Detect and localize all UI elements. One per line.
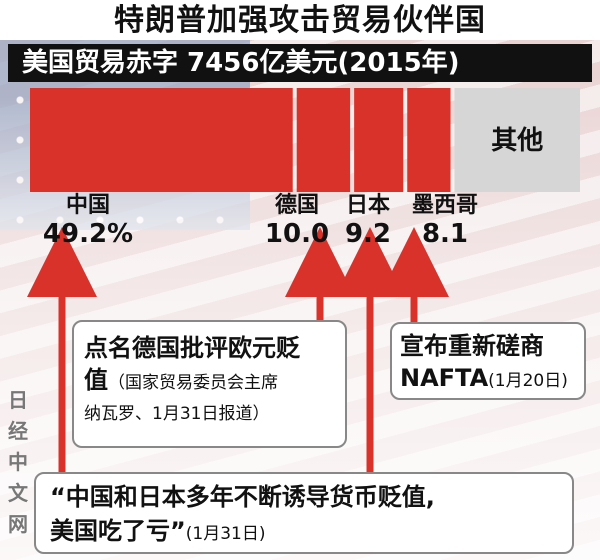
page-title: 特朗普加强攻击贸易伙伴国 [114, 3, 486, 38]
bar-segment-other [454, 88, 580, 192]
label-mexico: 墨西哥 8.1 [400, 193, 490, 249]
china-japan-annotation-line1: “中国和日本多年不断诱导货币贬值, [50, 483, 435, 511]
label-china: 中国 49.2% [38, 193, 138, 249]
value-label-germany: 10.0 [264, 219, 330, 249]
mexico-annotation-line2: NAFTA(1月20日) [400, 362, 576, 397]
category-name-mexico: 墨西哥 [411, 193, 478, 218]
germany-annotation-line1: 点名德国批评欧元贬 [84, 334, 300, 362]
watermark-char: 日 [8, 388, 28, 412]
category-name-germany: 德国 [274, 193, 319, 218]
bar-segment-china [30, 88, 293, 192]
category-name-japan: 日本 [345, 193, 390, 218]
mexico-annotation-line1: 宣布重新磋商 [400, 332, 544, 360]
watermark-char: 文 [8, 481, 28, 505]
value-label-japan: 9.2 [344, 219, 392, 249]
watermark-char: 中 [8, 450, 28, 474]
label-japan: 日本 9.2 [338, 193, 398, 249]
china-japan-annotation-line2: 美国吃了亏”(1月31日) [50, 514, 558, 551]
mexico-annotation-line2-small: (1月20日) [488, 371, 568, 391]
watermark-char: 网 [8, 512, 28, 536]
bar-segment-germany [296, 88, 351, 192]
china-japan-annotation-box: “中国和日本多年不断诱导货币贬值, 美国吃了亏”(1月31日) [34, 472, 574, 554]
mexico-annotation-line2-big: NAFTA [400, 364, 489, 392]
watermark-char: 经 [8, 419, 28, 443]
germany-annotation-line2-big: 值 [84, 366, 108, 394]
germany-annotation-box: 点名德国批评欧元贬 值（国家贸易委员会主席 纳瓦罗、1月31日报道） [72, 320, 347, 448]
germany-annotation-line2-small: （国家贸易委员会主席 [108, 373, 278, 393]
bar-segment-mexico [407, 88, 451, 192]
mexico-annotation-box: 宣布重新磋商 NAFTA(1月20日) [390, 322, 586, 400]
category-name-china: 中国 [65, 193, 110, 218]
china-japan-annotation-line2-big: 美国吃了亏” [50, 517, 186, 545]
label-germany: 德国 10.0 [262, 193, 332, 249]
china-japan-annotation-line2-small: (1月31日) [185, 524, 266, 544]
germany-annotation-line2: 值（国家贸易委员会主席 [84, 364, 335, 399]
value-label-mexico: 8.1 [421, 219, 469, 249]
other-segment-label: 其他 [491, 126, 543, 156]
watermark-vertical: 日 经 中 文 网 [6, 385, 30, 540]
bar-segment-japan [354, 88, 404, 192]
chart-subtitle: 美国贸易赤字 7456亿美元(2015年) [8, 44, 592, 82]
value-label-china: 49.2% [42, 219, 134, 249]
germany-annotation-line3: 纳瓦罗、1月31日报道） [84, 404, 270, 424]
